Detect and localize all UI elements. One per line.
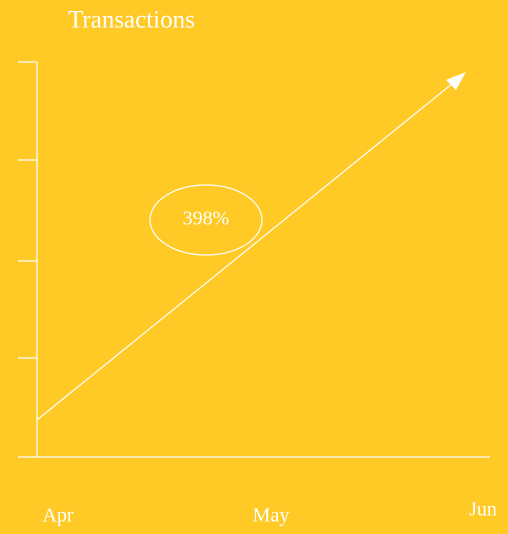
x-labels: Apr May Jun xyxy=(42,499,496,527)
arrow-head xyxy=(446,72,466,90)
annotation-ellipse xyxy=(149,184,263,256)
x-tick-label: May xyxy=(253,505,290,527)
x-tick-label: Apr xyxy=(42,505,73,527)
axes xyxy=(18,61,490,458)
annotation: 398% xyxy=(183,208,230,230)
chart-title: Transactions xyxy=(68,7,195,34)
x-tick-label: Jun xyxy=(469,499,497,521)
trend-arrow xyxy=(36,78,459,421)
